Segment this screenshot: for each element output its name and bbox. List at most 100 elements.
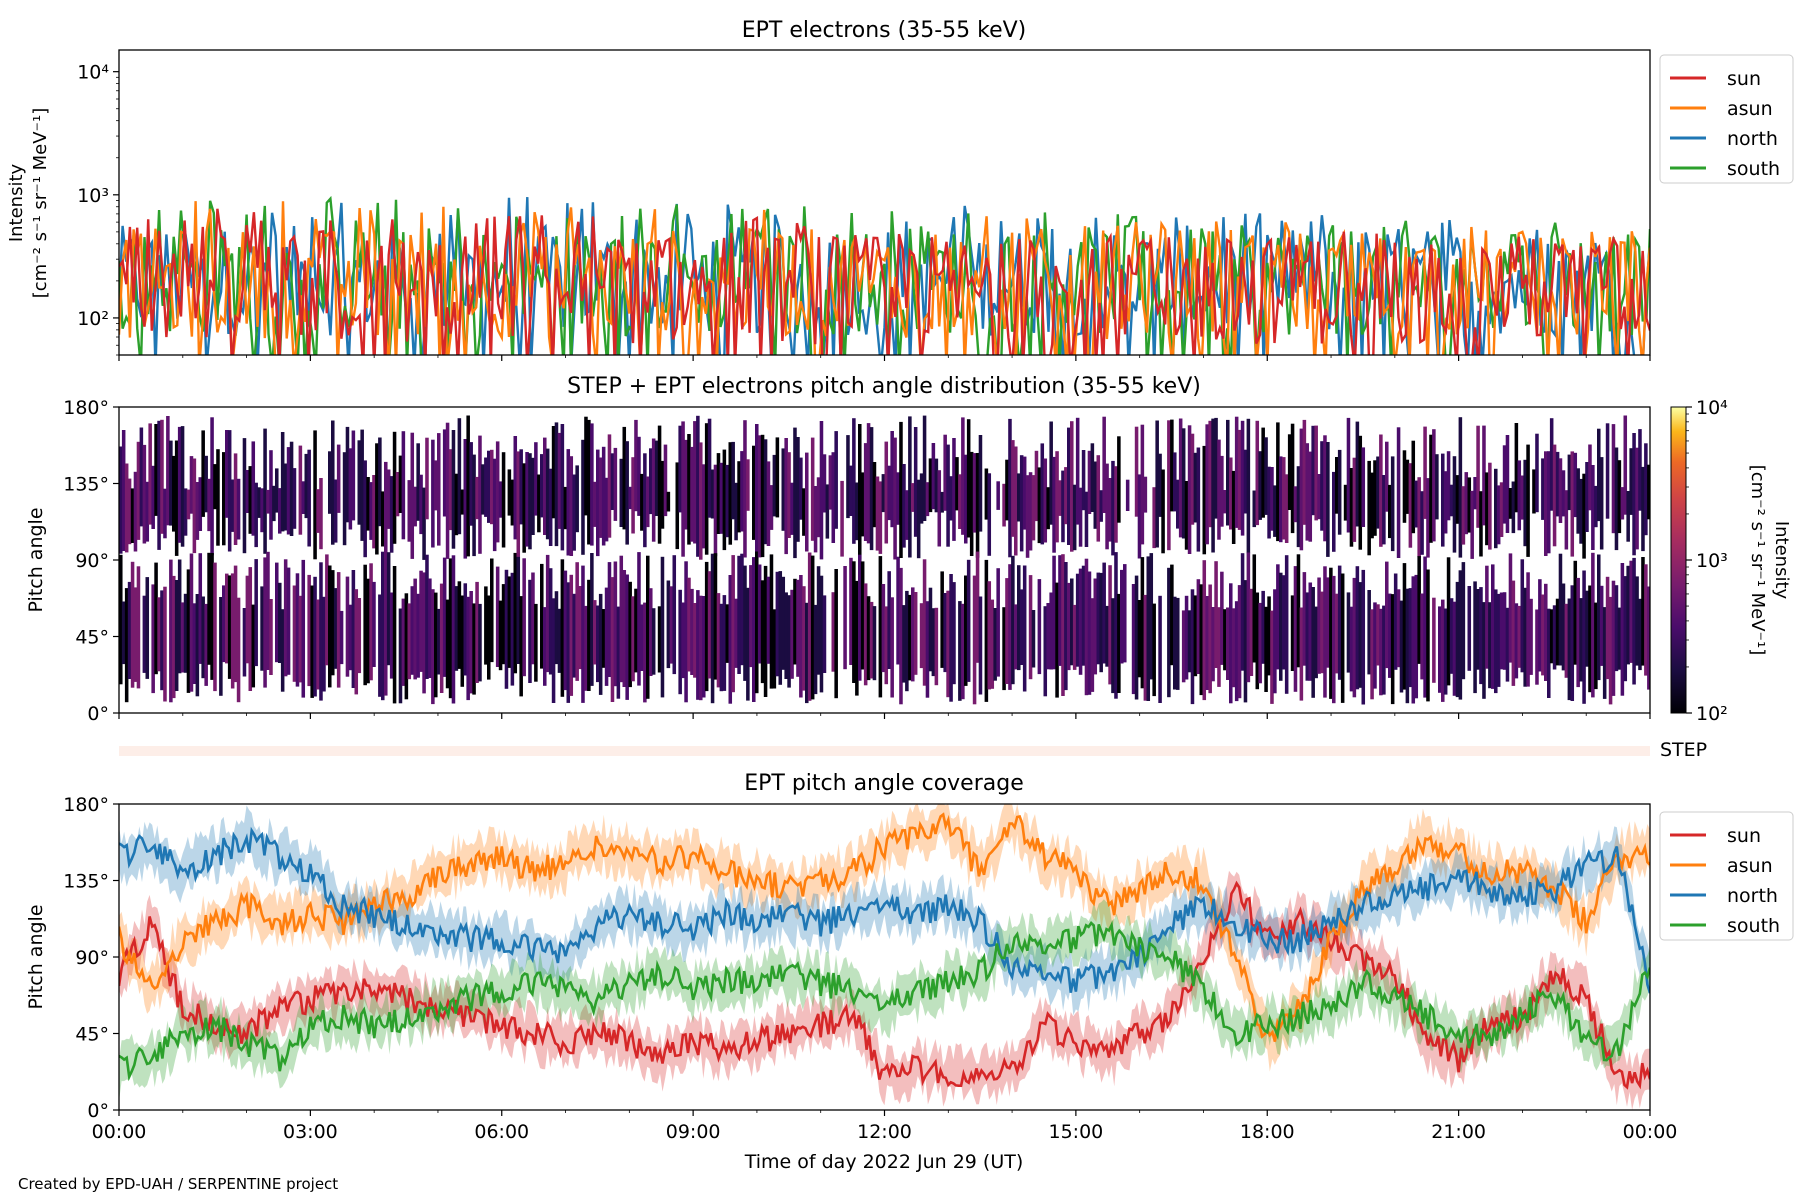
heatmap-cell	[1246, 418, 1251, 554]
x-tick-label: 12:00	[857, 1121, 912, 1143]
heatmap-cell	[286, 567, 291, 675]
heatmap-cell	[1296, 466, 1301, 548]
heatmap-cell	[180, 426, 185, 547]
heatmap-cell	[313, 576, 317, 697]
heatmap-cell	[124, 463, 129, 553]
heatmap-cell	[790, 589, 794, 679]
coverage-line-sun	[119, 880, 1650, 1090]
heatmap-cell	[855, 580, 859, 696]
heatmap-cell	[1176, 479, 1180, 529]
heatmap-cell	[1214, 561, 1218, 668]
heatmap-cell	[457, 418, 462, 535]
heatmap-cell	[1520, 475, 1525, 520]
heatmap-cell	[896, 472, 900, 525]
heatmap-cell	[227, 430, 232, 552]
heatmap-cell	[781, 448, 786, 531]
heatmap-cell	[236, 478, 241, 540]
heatmap-cell	[834, 431, 838, 529]
heatmap-cell	[263, 557, 267, 688]
heatmap-cell	[1090, 598, 1095, 692]
heatmap-cell	[1067, 427, 1071, 545]
heatmap-cell	[1549, 609, 1554, 664]
heatmap-cell	[1031, 610, 1036, 668]
heatmap-cell	[872, 462, 877, 528]
heatmap-cell	[1367, 590, 1371, 675]
heatmap-cell	[604, 587, 609, 686]
heatmap-cell	[1011, 440, 1015, 537]
heatmap-cell	[560, 424, 565, 551]
heatmap-cell	[593, 600, 597, 665]
heatmap-cell	[1299, 607, 1304, 701]
heatmap-cell	[1108, 565, 1112, 685]
heatmap-cell	[551, 598, 556, 703]
heatmap-cell	[1181, 610, 1186, 683]
heatmap-cell	[1284, 555, 1289, 694]
heatmap-cell	[1229, 583, 1233, 704]
heatmap-cell	[1064, 562, 1068, 691]
heatmap-cell	[1617, 607, 1622, 670]
heatmap-cell	[336, 572, 341, 688]
heatmap-cell	[634, 588, 638, 673]
heatmap-cell	[1446, 557, 1451, 686]
heatmap-cell	[1075, 417, 1080, 525]
heatmap-cell	[1508, 488, 1513, 519]
heatmap-cell	[1196, 447, 1201, 552]
heatmap-cell	[227, 575, 232, 679]
heatmap-cell	[1267, 596, 1271, 676]
heatmap-cell	[319, 562, 323, 701]
heatmap-cell	[799, 575, 803, 698]
heatmap-cell	[1558, 553, 1563, 666]
heatmap-cell	[925, 601, 930, 698]
heatmap-cell	[366, 477, 370, 531]
heatmap-cell	[490, 449, 494, 525]
heatmap-cell	[410, 432, 415, 559]
heatmap-cell	[805, 452, 809, 552]
heatmap-cell	[1335, 593, 1339, 674]
heatmap-cell	[1146, 556, 1151, 701]
heatmap-cell	[1181, 428, 1186, 539]
heatmap-cell	[1125, 479, 1130, 511]
heatmap-cell	[1323, 566, 1327, 698]
heatmap-cell	[1505, 435, 1510, 533]
heatmap-cell	[911, 483, 915, 512]
heatmap-cell	[333, 479, 338, 543]
heatmap-cell	[987, 473, 992, 556]
heatmap-cell	[616, 606, 621, 699]
heatmap-cell	[1461, 486, 1466, 545]
heatmap-cell	[1520, 559, 1525, 673]
heatmap-cell	[996, 568, 1000, 677]
heatmap-cell	[1405, 459, 1410, 514]
heatmap-cell	[540, 563, 544, 669]
heatmap-cell	[775, 437, 780, 518]
heatmap-cell	[1558, 458, 1563, 523]
heatmap-cell	[1638, 429, 1642, 511]
heatmap-cell	[604, 477, 609, 542]
heatmap-cell	[760, 434, 765, 558]
x-tick-label: 18:00	[1240, 1121, 1295, 1143]
heatmap-cell	[1337, 449, 1342, 535]
heatmap-cell	[1025, 475, 1030, 558]
heatmap-cell	[696, 415, 700, 557]
heatmap-cell	[1402, 450, 1407, 523]
heatmap-cell	[1022, 456, 1027, 530]
legend-box	[1659, 811, 1794, 941]
heatmap-cell	[333, 588, 338, 669]
heatmap-cell	[858, 424, 862, 560]
heatmap-cell	[537, 474, 541, 533]
heatmap-cell	[1140, 424, 1145, 545]
heatmap-cell	[1034, 450, 1039, 522]
heatmap-cell	[1134, 426, 1139, 517]
heatmap-cell	[869, 601, 874, 679]
heatmap-cell	[952, 582, 956, 685]
heatmap-cell	[734, 598, 738, 668]
heatmap-cell	[1167, 567, 1171, 698]
heatmap-cell	[1017, 565, 1021, 671]
heatmap-cell	[1420, 491, 1424, 555]
heatmap-cell	[810, 437, 815, 541]
heatmap-cell	[233, 565, 238, 683]
heatmap-cell	[442, 557, 447, 677]
heatmap-cell	[678, 589, 682, 695]
heatmap-cell	[913, 592, 918, 675]
coverage-band-south	[119, 899, 1650, 1102]
heatmap-cell	[961, 603, 965, 700]
